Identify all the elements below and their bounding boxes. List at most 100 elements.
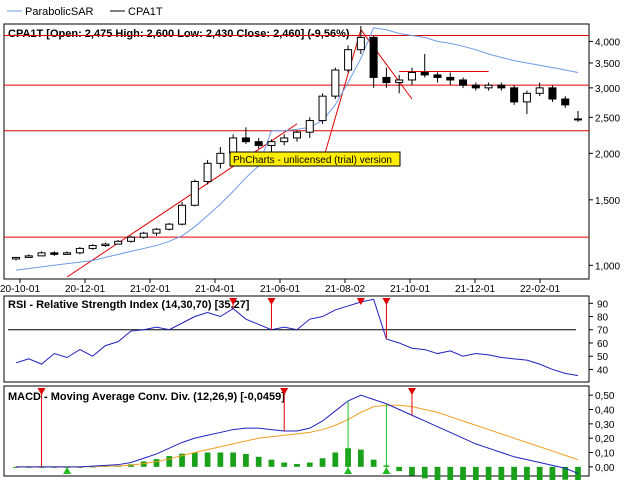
candle-body: [497, 84, 506, 89]
rsi-panel: RSI - Relative Strength Index (14,30,70)…: [3, 295, 609, 383]
macd-sell-marker: [37, 388, 46, 395]
macd-histogram-bar: [255, 456, 262, 467]
macd-histogram-bar: [370, 459, 377, 467]
candle-body: [356, 36, 365, 51]
macd-y-tick-label: 0,40: [595, 406, 615, 417]
rsi-sell-marker: [356, 298, 365, 305]
macd-signal-line: [16, 404, 579, 468]
candle-body: [433, 74, 442, 78]
rsi-y-tick-label: 80: [597, 313, 609, 324]
macd-y-tick-label: 0,50: [595, 391, 615, 402]
candle-body: [114, 240, 123, 245]
macd-histogram-bar: [294, 463, 300, 467]
price-x-tick-label: 21-10-01: [390, 284, 430, 295]
macd-histogram-bar: [153, 459, 160, 467]
rsi-y-tick-label: 40: [597, 365, 609, 376]
candle-body: [88, 245, 97, 249]
macd-histogram-bar: [204, 452, 211, 467]
candle-body: [484, 84, 493, 89]
macd-buy-marker: [344, 467, 353, 474]
rsi-panel-frame: [3, 295, 590, 383]
macd-histogram-bar: [230, 452, 237, 467]
macd-histogram-bar: [319, 458, 326, 467]
trend-line: [66, 123, 298, 278]
macd-y-axis: 0,00 0,10 0,20 0,30 0,40 0,50: [589, 391, 615, 474]
candle-body: [190, 180, 199, 206]
candle-body: [126, 236, 135, 242]
macd-histogram-bar: [332, 452, 339, 467]
legend: ParabolicSAR CPA1T: [7, 6, 163, 18]
price-x-tick-label: 21-04-01: [195, 284, 235, 295]
candle-body: [548, 87, 557, 100]
candle-body: [459, 79, 468, 86]
macd-histogram-bar: [447, 466, 454, 483]
price-x-tick-label: 20-12-01: [65, 284, 105, 295]
macd-histogram-bar: [549, 466, 556, 482]
macd-panel-title: MACD - Moving Average Conv. Div. (12,26,…: [8, 391, 285, 403]
price-x-tick-label: 21-02-01: [130, 284, 170, 295]
trend-line: [360, 29, 413, 100]
candle-body: [573, 118, 583, 121]
macd-histogram-bar: [562, 466, 569, 480]
candle-body: [561, 98, 570, 106]
rsi-sell-marker: [267, 298, 276, 305]
candle-body: [75, 247, 84, 254]
candle-body: [203, 162, 212, 182]
watermark-text: PhCharts - unlicensed (trial) version: [233, 155, 392, 166]
candle-body: [510, 87, 519, 103]
candle-body: [11, 256, 21, 260]
macd-histogram-bar: [434, 466, 441, 482]
candle-body: [318, 95, 327, 122]
macd-histogram-bar: [536, 466, 543, 483]
price-panel-title: CPA1T [Open: 2,475 High: 2,600 Low: 2,43…: [8, 28, 350, 40]
candle-body: [24, 255, 33, 258]
candle-body: [229, 137, 238, 154]
macd-buy-marker: [382, 467, 391, 474]
candle-body: [165, 223, 174, 230]
macd-histogram-bar: [217, 452, 224, 467]
macd-histogram-bar: [575, 466, 581, 481]
trend-line: [322, 29, 362, 162]
macd-histogram-bar: [179, 453, 185, 467]
candle-body: [280, 137, 289, 143]
candle-body: [101, 243, 110, 247]
rsi-y-tick-label: 90: [597, 299, 609, 310]
macd-y-tick-label: 0,10: [595, 449, 615, 460]
macd-histogram-bar: [357, 449, 364, 467]
candle-body: [382, 76, 391, 84]
macd-histogram-bar: [485, 466, 492, 485]
macd-histogram-bar: [243, 453, 249, 467]
macd-buy-marker: [63, 467, 72, 474]
rsi-y-axis: 40 50 60 70 80 90: [589, 299, 609, 376]
candle-body: [471, 84, 480, 89]
parabolic-sar-line: [15, 27, 579, 271]
macd-histogram-bar: [472, 466, 479, 485]
macd-line: [16, 394, 579, 474]
candle-body: [522, 92, 531, 103]
candle-body: [535, 87, 544, 94]
candle-body: [63, 252, 72, 255]
rsi-y-tick-label: 70: [597, 326, 609, 337]
macd-y-tick-label: 0,00: [595, 463, 615, 474]
candle-body: [446, 76, 455, 81]
price-y-axis: 1,000 1,500 2,000 2,500 3,000 3,500 4,000: [589, 37, 620, 272]
candle-body: [216, 152, 225, 164]
macd-histogram-bar: [396, 466, 403, 472]
macd-histogram-bar: [460, 466, 466, 485]
macd-histogram-bar: [409, 466, 415, 476]
macd-y-tick-label: 0,20: [595, 434, 615, 445]
macd-histogram-bar: [166, 456, 173, 467]
candle-body: [292, 131, 302, 139]
price-y-tick-label: 4,000: [595, 37, 620, 48]
candle-body: [267, 141, 276, 146]
rsi-y-tick-label: 60: [597, 339, 609, 350]
candle-body: [344, 49, 353, 71]
price-x-tick-label: 21-12-01: [455, 284, 495, 295]
price-y-tick-label: 2,000: [595, 149, 620, 160]
candle-body: [331, 69, 340, 97]
legend-cpa1t-label: CPA1T: [128, 6, 163, 18]
candle-body: [407, 71, 416, 81]
price-x-tick-label: 22-02-01: [520, 284, 560, 295]
